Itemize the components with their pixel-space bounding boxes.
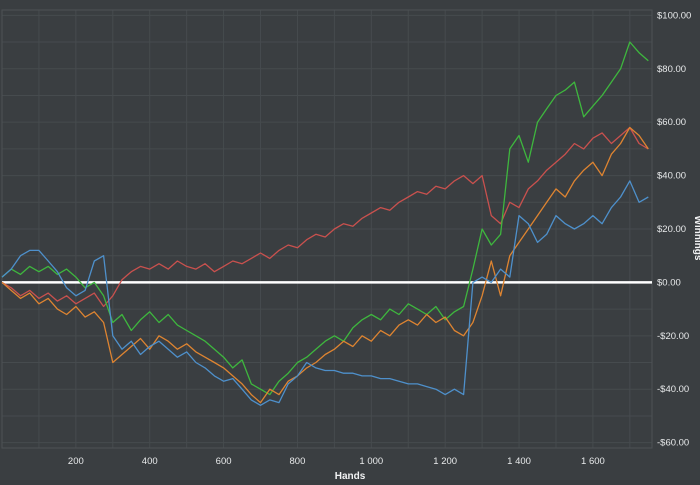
- x-tick-label: 600: [216, 456, 232, 467]
- x-tick-label: 1 000: [359, 456, 383, 467]
- x-tick-label: 200: [68, 456, 84, 467]
- series-line-red: [1, 126, 649, 308]
- y-tick-label: $20.00: [657, 224, 686, 235]
- x-tick-label: 1 400: [507, 456, 531, 467]
- y-axis-title: Winnings: [692, 216, 700, 261]
- plot-border: [1, 9, 653, 449]
- y-tick-label: $100.00: [657, 10, 691, 21]
- x-tick-label: 1 600: [581, 456, 605, 467]
- y-tick-label: -$60.00: [657, 438, 689, 449]
- y-tick-label: $80.00: [657, 64, 686, 75]
- x-tick-label: 400: [142, 456, 158, 467]
- y-tick-label: $40.00: [657, 171, 686, 182]
- series-line-blue: [1, 180, 649, 406]
- y-tick-label: -$20.00: [657, 331, 689, 342]
- x-axis-title: Hands: [335, 471, 366, 482]
- series-line-green: [1, 41, 649, 396]
- x-tick-label: 1 200: [433, 456, 457, 467]
- plot-generated-layer: 200 400 600 800 1 000 1 200 1 400 1 600 $100.00 $…: [1, 9, 691, 467]
- series-line-orange: [1, 126, 649, 404]
- x-tick-label: 800: [290, 456, 306, 467]
- y-tick-label: $60.00: [657, 117, 686, 128]
- y-tick-label: $0.00: [657, 277, 681, 288]
- y-tick-label: -$40.00: [657, 384, 689, 395]
